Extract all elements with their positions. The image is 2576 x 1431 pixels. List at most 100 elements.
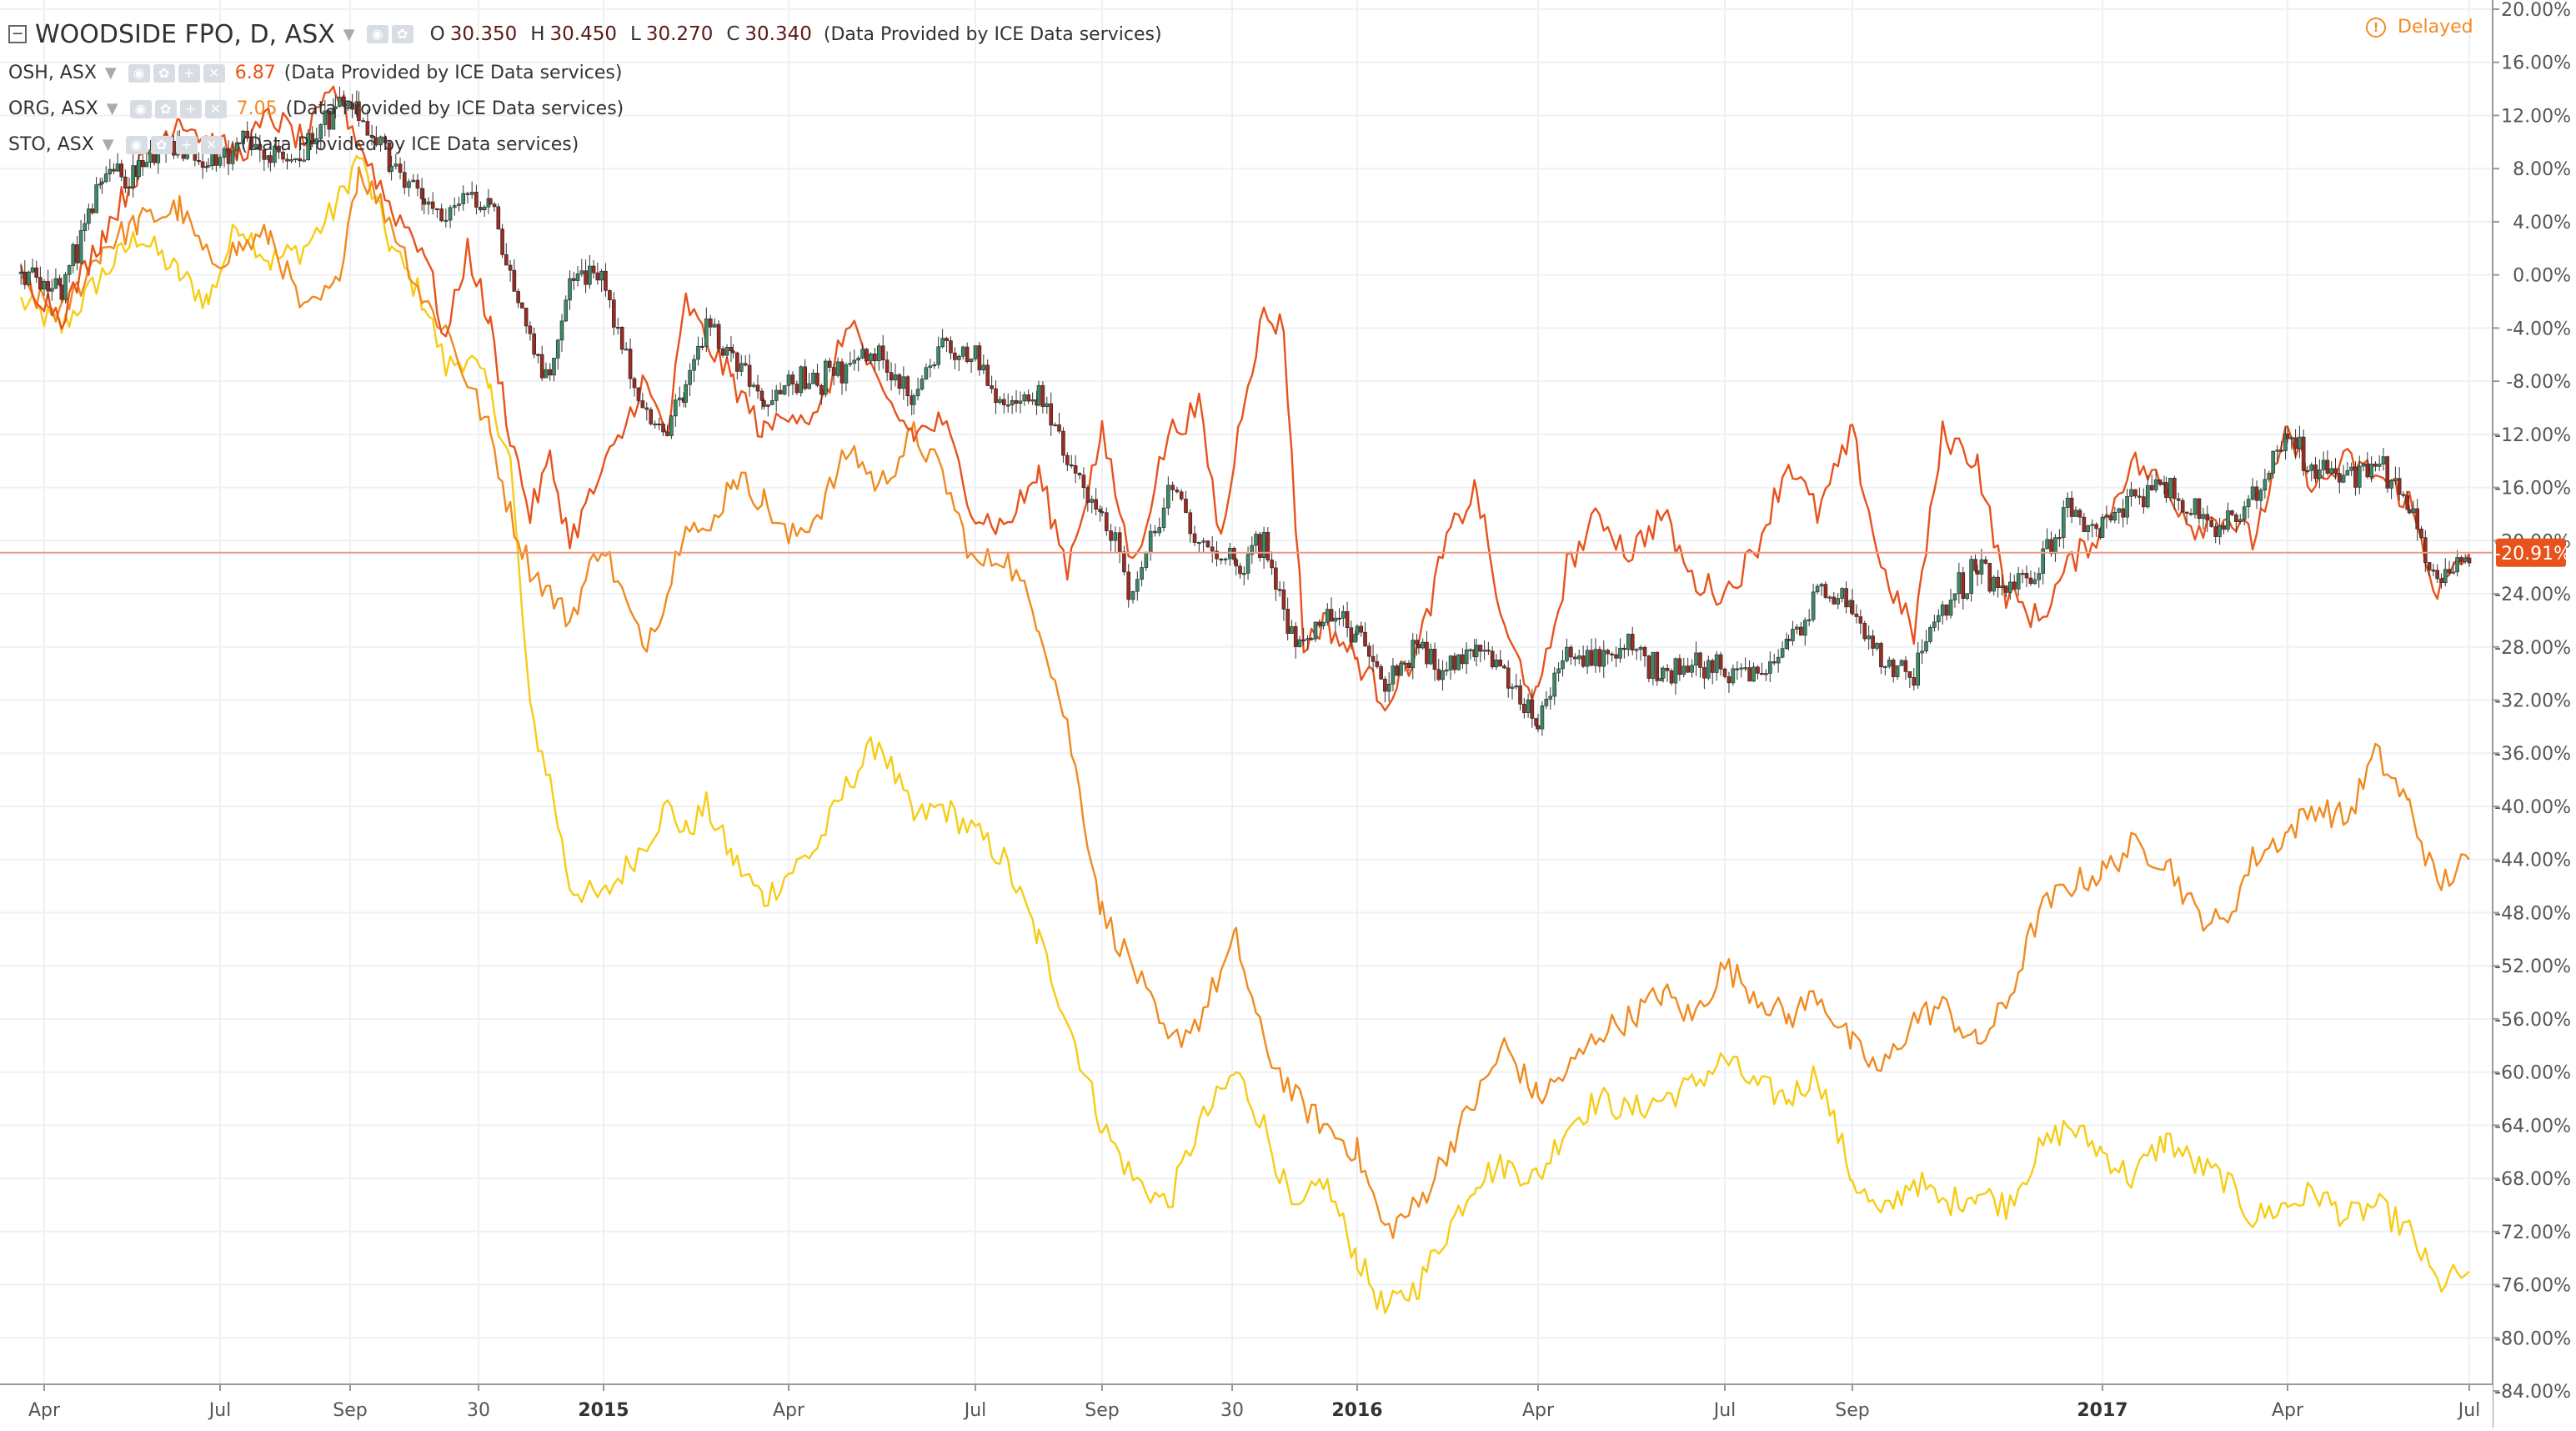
candle-body[interactable] (479, 207, 483, 211)
candle-body[interactable] (2112, 512, 2117, 521)
candle-body[interactable] (2142, 496, 2146, 508)
candle-body[interactable] (365, 121, 370, 136)
candle-body[interactable] (1752, 666, 1756, 682)
delayed-status[interactable]: ! Delayed (2366, 17, 2473, 38)
candle-body[interactable] (2353, 466, 2358, 488)
candle-body[interactable] (885, 359, 890, 373)
candle-body[interactable] (591, 265, 596, 274)
candle-body[interactable] (2086, 525, 2091, 532)
candle-body[interactable] (1858, 616, 1863, 624)
candle-body[interactable] (2246, 499, 2251, 508)
candle-body[interactable] (2125, 495, 2129, 518)
candle-body[interactable] (123, 176, 128, 188)
candle-body[interactable] (1261, 532, 1266, 558)
candle-body[interactable] (2164, 482, 2168, 499)
candle-body[interactable] (1104, 512, 1109, 531)
candle-body[interactable] (488, 198, 493, 205)
candle-body[interactable] (2184, 511, 2189, 514)
candle-body[interactable] (588, 265, 592, 285)
candle-body[interactable] (1610, 653, 1614, 655)
candle-body[interactable] (2129, 489, 2133, 497)
candle-body[interactable] (2041, 548, 2045, 574)
candle-body[interactable] (1661, 667, 1666, 679)
candle-body[interactable] (1811, 591, 1816, 620)
candle-body[interactable] (1144, 552, 1149, 568)
candle-body[interactable] (844, 364, 849, 384)
candle-body[interactable] (1544, 699, 1549, 706)
candle-body[interactable] (430, 201, 435, 209)
candle-body[interactable] (1996, 576, 2000, 589)
candle-body[interactable] (1456, 654, 1461, 670)
candle-body[interactable] (704, 318, 709, 347)
candle-body[interactable] (2431, 570, 2436, 572)
candle-body[interactable] (1415, 640, 1419, 645)
candle-body[interactable] (1421, 641, 1425, 649)
candle-body[interactable] (766, 404, 770, 407)
eye-icon[interactable]: ◉ (125, 135, 148, 154)
candle-body[interactable] (1827, 596, 1832, 599)
candle-body[interactable] (2158, 480, 2163, 485)
candle-body[interactable] (953, 352, 957, 360)
candle-body[interactable] (1022, 394, 1027, 402)
candle-body[interactable] (249, 138, 254, 148)
candle-body[interactable] (226, 148, 231, 164)
candle-body[interactable] (2201, 514, 2206, 520)
candle-body[interactable] (1113, 532, 1118, 541)
candle-body[interactable] (1669, 670, 1674, 684)
candle-body[interactable] (2145, 485, 2150, 508)
candle-body[interactable] (1010, 399, 1015, 405)
candle-body[interactable] (677, 397, 682, 401)
candle-body[interactable] (803, 366, 807, 389)
candle-body[interactable] (492, 203, 497, 208)
candle-body[interactable] (1126, 571, 1131, 600)
candle-body[interactable] (644, 407, 649, 410)
candle-body[interactable] (2361, 463, 2366, 467)
candle-body[interactable] (1840, 588, 1844, 599)
candle-body[interactable] (1862, 623, 1867, 640)
candle-body[interactable] (289, 158, 293, 162)
candle-body[interactable] (2242, 506, 2247, 520)
plus-icon[interactable]: + (179, 99, 202, 118)
candle-body[interactable] (1494, 660, 1499, 668)
candle-body[interactable] (1395, 665, 1399, 676)
candle-body[interactable] (218, 157, 223, 166)
candle-body[interactable] (1795, 626, 1799, 630)
candle-body[interactable] (751, 384, 756, 387)
candle-body[interactable] (2222, 525, 2226, 530)
candle-body[interactable] (1799, 626, 1803, 636)
candle-body[interactable] (103, 173, 108, 183)
candle-body[interactable] (75, 244, 79, 264)
candle-body[interactable] (1306, 638, 1310, 640)
candle-body[interactable] (53, 278, 58, 289)
candle-body[interactable] (516, 291, 520, 304)
candle-body[interactable] (2218, 525, 2222, 537)
candle-body[interactable] (1265, 532, 1270, 560)
eye-icon[interactable]: ◉ (129, 99, 152, 118)
candle-body[interactable] (1780, 648, 1785, 658)
candle-body[interactable] (1379, 666, 1383, 680)
candle-body[interactable] (1622, 647, 1626, 650)
candle-body[interactable] (465, 193, 470, 195)
candle-body[interactable] (361, 120, 365, 123)
candle-body[interactable] (206, 165, 211, 168)
candle-body[interactable] (350, 103, 354, 110)
candle-body[interactable] (1502, 665, 1506, 669)
candle-body[interactable] (2443, 569, 2448, 584)
candle-body[interactable] (1887, 660, 1892, 667)
candle-body[interactable] (940, 338, 945, 348)
candle-body[interactable] (1530, 699, 1535, 719)
candle-body[interactable] (1250, 545, 1255, 555)
candle-body[interactable] (144, 162, 149, 168)
candle-body[interactable] (1576, 655, 1581, 660)
candle-body[interactable] (700, 345, 704, 349)
candle-body[interactable] (2423, 537, 2428, 563)
candle-body[interactable] (1556, 668, 1561, 674)
gear-icon[interactable]: ✿ (154, 99, 177, 118)
candle-body[interactable] (1823, 584, 1828, 598)
candle-body[interactable] (1867, 635, 1871, 640)
candle-body[interactable] (628, 349, 633, 379)
candle-body[interactable] (237, 142, 241, 144)
candle-body[interactable] (1642, 647, 1647, 656)
candle-body[interactable] (1359, 625, 1364, 633)
candle-body[interactable] (880, 345, 885, 360)
